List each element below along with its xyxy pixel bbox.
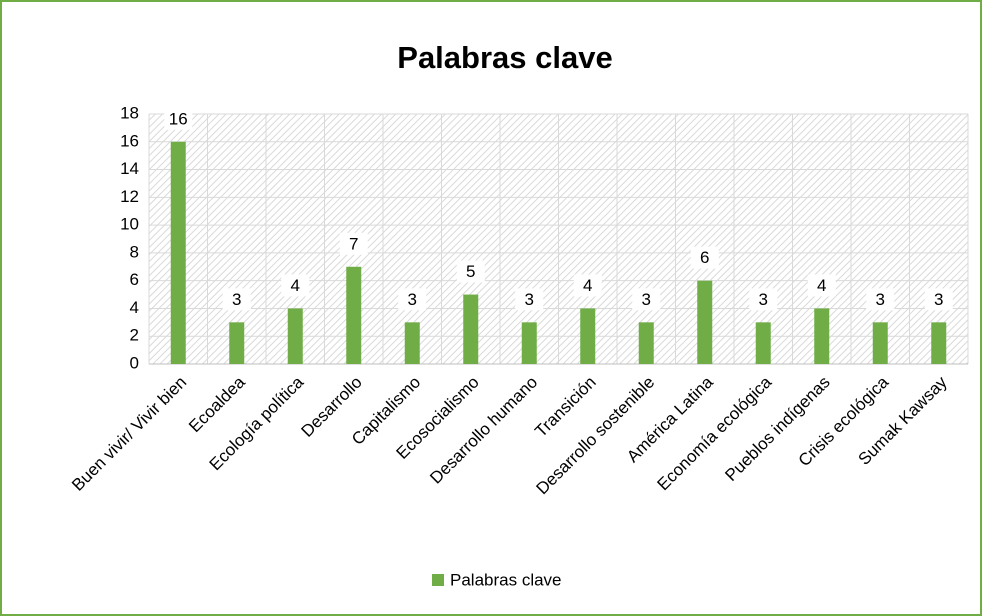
bar <box>229 322 245 364</box>
data-label-bg <box>749 288 778 311</box>
y-tick-label: 8 <box>130 242 139 261</box>
chart-title: Palabras clave <box>397 40 612 75</box>
data-label: 3 <box>525 290 534 309</box>
data-label: 7 <box>349 234 358 253</box>
data-label-bg <box>398 288 427 311</box>
bar <box>931 322 947 364</box>
data-label-bg <box>924 288 953 311</box>
y-tick-label: 4 <box>130 298 139 317</box>
data-label-bg <box>339 232 368 255</box>
data-label: 3 <box>934 290 943 309</box>
data-label: 4 <box>583 276 592 295</box>
data-label: 5 <box>466 262 475 281</box>
y-tick-label: 10 <box>120 215 139 234</box>
y-tick-label: 12 <box>120 187 139 206</box>
data-label: 6 <box>700 248 709 267</box>
data-label-bg <box>632 288 661 311</box>
data-label: 3 <box>642 290 651 309</box>
data-label-bg <box>690 246 719 269</box>
data-label-bg <box>222 288 251 311</box>
bar <box>287 308 303 364</box>
bar <box>638 322 654 364</box>
bar <box>872 322 888 364</box>
data-label: 4 <box>291 276 300 295</box>
data-label-bg <box>515 288 544 311</box>
data-label: 4 <box>817 276 826 295</box>
legend-swatch <box>432 574 444 586</box>
bar <box>697 280 713 364</box>
y-tick-label: 18 <box>120 103 139 122</box>
data-label-bg <box>866 288 895 311</box>
data-label: 16 <box>169 109 188 128</box>
data-label-bg <box>164 107 193 130</box>
bar <box>814 308 830 364</box>
bar <box>404 322 420 364</box>
bar <box>170 141 186 364</box>
y-tick-label: 6 <box>130 270 139 289</box>
bar <box>463 294 479 364</box>
data-label-bg <box>807 274 836 297</box>
data-label-bg <box>573 274 602 297</box>
data-label: 3 <box>759 290 768 309</box>
y-tick-label: 16 <box>120 131 139 150</box>
data-label-bg <box>281 274 310 297</box>
data-label: 3 <box>876 290 885 309</box>
y-tick-label: 14 <box>120 159 139 178</box>
bar <box>521 322 537 364</box>
y-tick-label: 0 <box>130 353 139 372</box>
data-label-bg <box>456 260 485 283</box>
y-tick-label: 2 <box>130 326 139 345</box>
bar <box>346 266 362 364</box>
data-label: 3 <box>408 290 417 309</box>
legend-label: Palabras clave <box>450 570 562 589</box>
bar <box>755 322 771 364</box>
data-label: 3 <box>232 290 241 309</box>
bar <box>580 308 596 364</box>
